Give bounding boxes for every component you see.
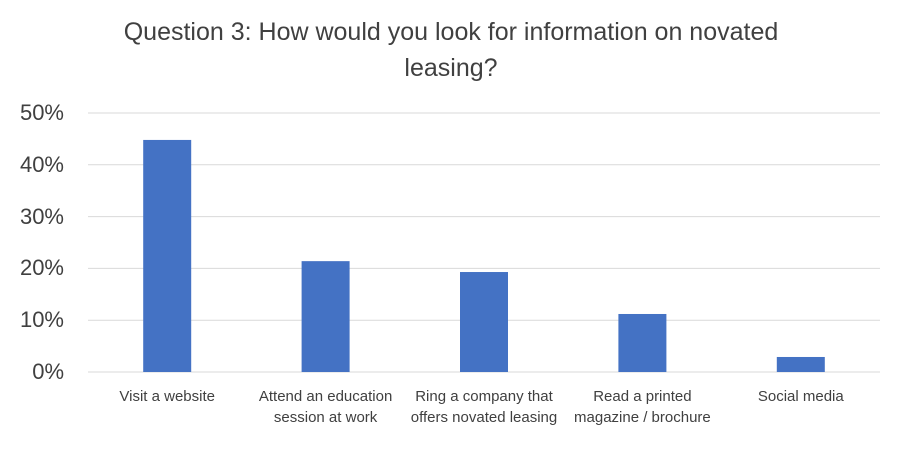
x-tick-label: Ring a company that offers novated leasi… — [410, 388, 558, 426]
y-tick-label: 30% — [19, 203, 64, 229]
y-tick-label: 50% — [19, 100, 64, 125]
bar — [301, 261, 350, 372]
y-tick-label: 0% — [32, 359, 64, 384]
bar — [776, 356, 825, 372]
x-tick-label: Attend an education session at work — [258, 388, 393, 426]
x-tick-label: Read a printed magazine / brochure — [574, 388, 711, 426]
bar — [460, 272, 508, 372]
y-tick-label: 20% — [19, 255, 64, 281]
x-tick-label: Social media — [757, 388, 844, 405]
y-tick-label: 40% — [19, 151, 64, 177]
bar — [618, 313, 667, 372]
y-tick-label: 10% — [19, 307, 64, 333]
x-tick-label: Visit a website — [119, 388, 215, 405]
chart-title: Question 3: How would you look for infor… — [123, 18, 779, 82]
bar — [143, 139, 192, 372]
